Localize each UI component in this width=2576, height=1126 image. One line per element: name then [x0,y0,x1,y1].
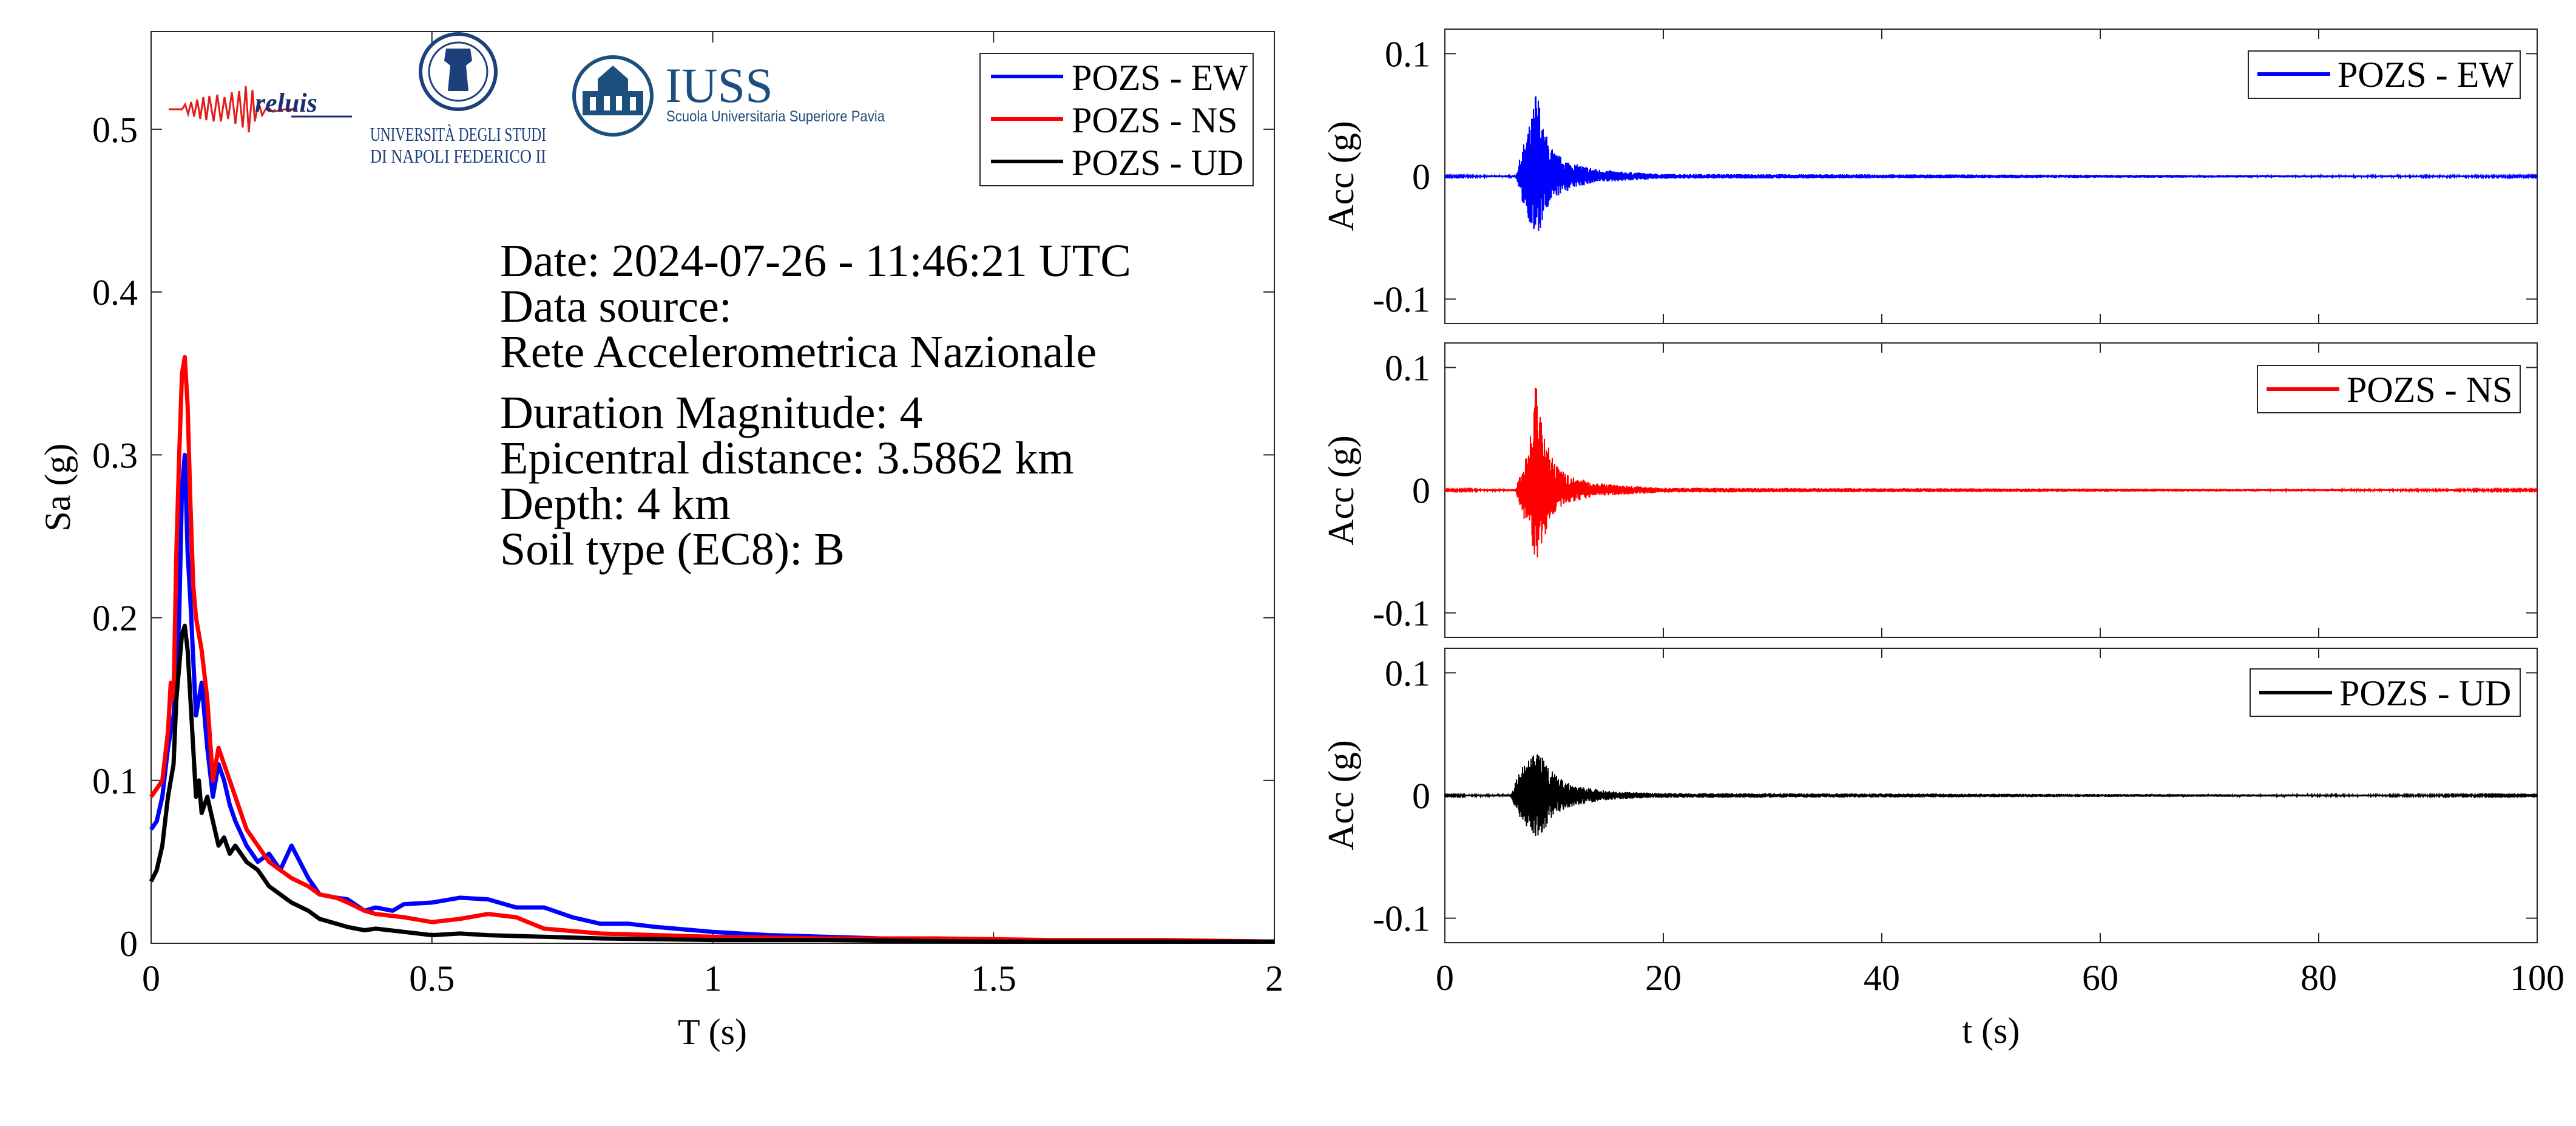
iuss-logo: IUSS Scuola Universitaria Superiore Pavi… [572,55,885,137]
ns-y-tick-label: 0.1 [1385,348,1430,388]
spectrum-axis-ticks: 0 0.5 1 1.5 2 0 0.1 0.2 0.3 0.4 0.5 [92,32,1283,999]
time-x-tick-label: 80 [2300,958,2337,998]
unina-logo: UNIVERSITÀ DEGLI STUDI DI NAPOLI FEDERIC… [370,32,546,167]
unina-line2: DI NAPOLI FEDERICO II [370,145,546,167]
time-x-axis-label: t (s) [1962,1011,2020,1051]
ew-y-tick-label: 0 [1412,157,1430,197]
soil-type: Soil type (EC8): B [500,524,845,575]
spectrum-y-tick-label: 0.4 [92,273,138,313]
ud-y-tick-label: 0.1 [1385,653,1430,693]
ud-y-axis-label: Acc (g) [1321,740,1361,850]
ns-y-axis-label: Acc (g) [1321,435,1361,546]
reluis-waveform-icon [169,86,297,133]
spectrum-line-ew [149,452,1274,944]
ud-legend: POZS - UD [2250,668,2521,717]
spectrum-legend: POZS - EW POZS - NS POZS - UD [979,53,1254,186]
spectrum-y-tick-label: 0.3 [92,435,138,475]
time-x-tick-label: 40 [1864,958,1900,998]
data-source-label: Data source: [500,281,732,332]
ud-y-tick-label: -0.1 [1373,899,1430,939]
ns-y-tick-label: 0 [1412,471,1430,511]
spectrum-x-tick-label: 1 [704,958,722,999]
ew-legend: POZS - EW [2248,50,2521,99]
ew-y-tick-label: -0.1 [1373,280,1430,320]
ud-y-tick-label: 0 [1412,776,1430,816]
spectrum-line-ns [149,354,1275,944]
time-x-tick-label: 0 [1436,958,1454,998]
data-source-value: Rete Accelerometrica Nazionale [500,327,1097,378]
spectrum-y-tick-label: 0.5 [92,110,138,150]
acceleration-charts: -0.100.1-0.100.1-0.100.10 20 40 60 80 100 POZ… [1321,29,2564,1051]
legend-label-ew: POZS - EW [1072,58,1248,98]
ns-y-tick-label: -0.1 [1373,594,1430,634]
spectrum-chart: 0 0.5 1 1.5 2 0 0.1 0.2 0.3 0.4 0.5 reluis UNIVERS… [38,31,1283,1052]
ew-legend-label: POZS - EW [2338,55,2513,95]
time-x-tick-label: 60 [2082,958,2118,998]
unina-line1: UNIVERSITÀ DEGLI STUDI [370,123,546,145]
epicentral-distance: Epicentral distance: 3.5862 km [500,433,1074,484]
ud-waveform-line [1444,754,2538,836]
legend-label-ud: POZS - UD [1072,143,1243,183]
event-info: Date: 2024-07-26 - 11:46:21 UTC Data sou… [500,236,1131,575]
time-x-tick-label: 20 [1645,958,1682,998]
ew-y-axis-label: Acc (g) [1321,121,1361,231]
ns-waveform-line [1444,387,2538,558]
reluis-wordmark: reluis [255,88,317,118]
acceleration-waveforms [1444,96,2538,836]
spectrum-y-tick-label: 0.2 [92,599,138,639]
spectrum-x-tick-label: 1.5 [971,958,1016,999]
legend-label-ns: POZS - NS [1072,100,1237,140]
spectrum-x-tick-label: 0 [142,958,160,999]
spectrum-x-tick-label: 2 [1265,958,1283,999]
spectrum-series-lines [149,354,1275,944]
spectrum-y-tick-label: 0.1 [92,761,138,801]
ns-legend-label: POZS - NS [2347,370,2512,410]
iuss-title: IUSS [665,58,773,113]
time-x-tick-label: 100 [2510,958,2564,998]
spectrum-y-tick-label: 0 [120,924,138,964]
ud-legend-label: POZS - UD [2339,673,2511,713]
spectrum-line-ud [149,623,1274,944]
depth: Depth: 4 km [500,478,731,529]
ew-waveform-line [1444,96,2538,231]
ew-y-tick-label: 0.1 [1385,34,1430,74]
ud-legend-box [2250,668,2521,717]
ns-legend: POZS - NS [2257,365,2521,413]
reluis-logo: reluis [169,86,352,133]
spectrum-y-axis-label: Sa (g) [38,444,78,532]
iuss-subtitle: Scuola Universitaria Superiore Pavia [666,108,885,125]
event-date: Date: 2024-07-26 - 11:46:21 UTC [500,236,1131,287]
spectrum-x-axis-label: T (s) [678,1012,747,1052]
duration-magnitude: Duration Magnitude: 4 [500,387,923,438]
spectrum-x-tick-label: 0.5 [409,958,455,999]
